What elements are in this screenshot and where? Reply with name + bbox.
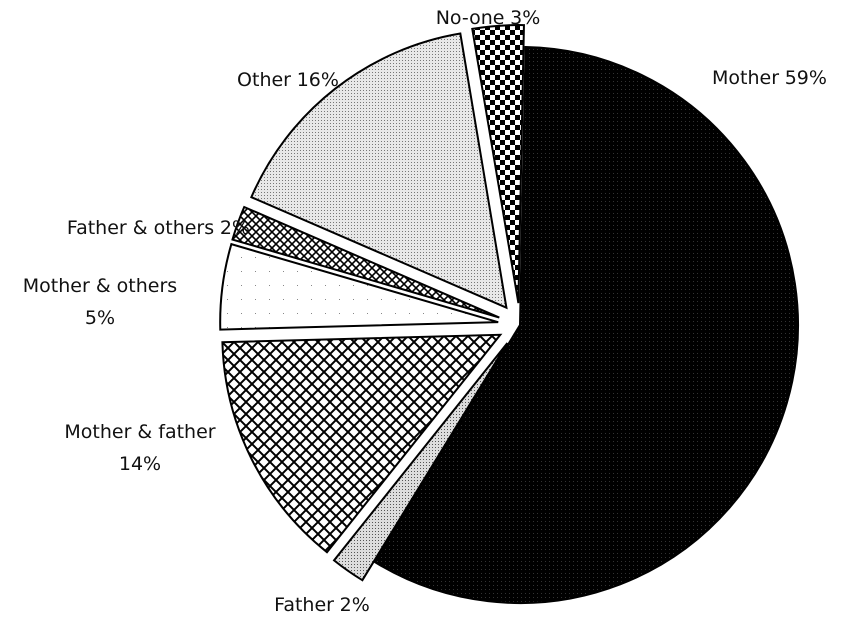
category-label: Father & others [67,217,214,239]
category-label: Father [274,594,334,616]
slice-label: Father 2% [274,594,370,616]
slice-label: Father & others 2% [67,217,250,239]
pie-slice [471,24,525,304]
slice-label: No-one 3% [436,7,541,29]
value-label: 5% [85,307,115,329]
pie-slice [221,333,503,554]
category-label: No-one [436,7,505,29]
value-label: 2% [340,594,370,616]
category-label: Mother & father [64,421,215,443]
value-label: 59% [785,67,827,89]
value-label: 14% [119,453,161,475]
category-label: Mother [712,67,779,89]
pie-slice [231,205,500,319]
value-label: 2% [220,217,250,239]
pie-slice [332,342,509,582]
category-label: Other [237,69,291,91]
pie-slice [219,242,499,331]
slice-label: Mother & father 14% [64,421,215,475]
slice-label: Other 16% [237,69,339,91]
value-label: 3% [510,7,540,29]
category-label: Mother & others [23,275,177,297]
slice-label: Mother & others 5% [23,275,177,329]
pie-slice [373,46,799,604]
value-label: 16% [297,69,339,91]
slice-label: Mother 59% [712,67,827,89]
pie-slice [250,32,508,310]
